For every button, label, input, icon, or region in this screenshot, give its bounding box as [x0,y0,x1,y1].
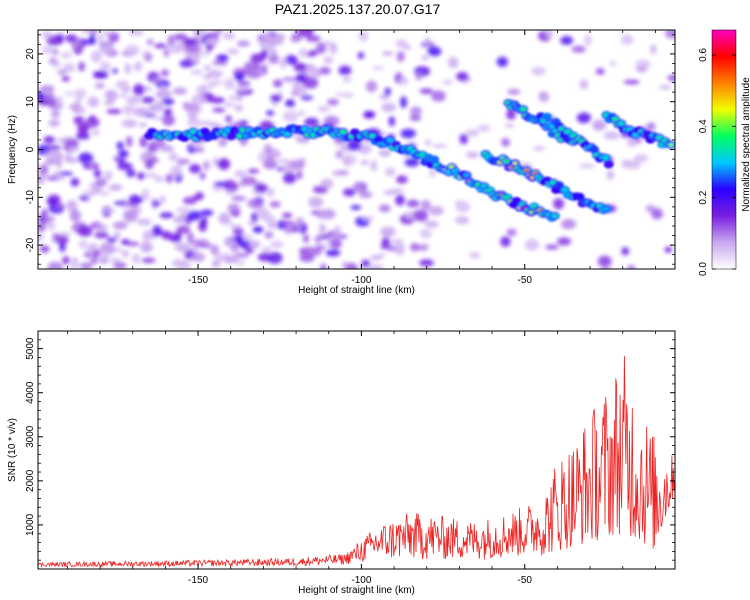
chart-title: PAZ1.2025.137.20.07.G17 [274,1,441,17]
y-tick-label: 10 [25,96,36,108]
snr-x-axis-label: Height of straight line (km) [298,585,415,596]
colorbar: 0.0 0.2 0.4 0.6 Normalized spectral amplitu… [698,29,750,276]
colorbar-gradient [711,29,737,270]
colorbar-ticks: 0.0 0.2 0.4 0.6 [698,48,736,276]
y-tick-label: 20 [25,48,36,60]
heatmap-image [38,30,675,269]
x-tick-label: -50 [518,575,533,586]
colorbar-tick-label: 0.2 [698,190,709,204]
y-tick-label: 2000 [25,469,36,492]
colorbar-tick-label: 0.6 [698,48,709,62]
heatmap-x-axis-label: Height of straight line (km) [298,285,415,296]
y-tick-label: 4000 [25,381,36,404]
snr-frame [37,330,676,570]
x-tick-label: -50 [518,275,533,286]
snr-panel: -150 -100 -50 1000 2000 3000 4000 5000 Height o… [7,330,676,596]
heatmap-y-axis-label: Frequency (Hz) [7,115,18,184]
colorbar-tick-label: 0.0 [698,262,709,276]
snr-background [38,331,675,569]
colorbar-label: Normalized spectral amplitude [741,77,750,212]
x-tick-label: -100 [351,275,371,286]
x-tick-label: -150 [188,575,208,586]
y-tick-label: -20 [25,237,36,252]
x-tick-label: -150 [188,275,208,286]
y-tick-label: 1000 [25,513,36,536]
snr-axes: -150 -100 -50 1000 2000 3000 4000 5000 [25,330,675,586]
y-tick-label: 0 [25,146,36,152]
y-tick-label: -10 [25,190,36,205]
snr-series-line [38,355,675,568]
y-tick-label: 5000 [25,337,36,360]
colorbar-tick-label: 0.4 [698,119,709,133]
snr-y-axis-label: SNR (10 * v/v) [7,418,18,482]
y-tick-label: 3000 [25,425,36,448]
x-tick-label: -100 [351,575,371,586]
